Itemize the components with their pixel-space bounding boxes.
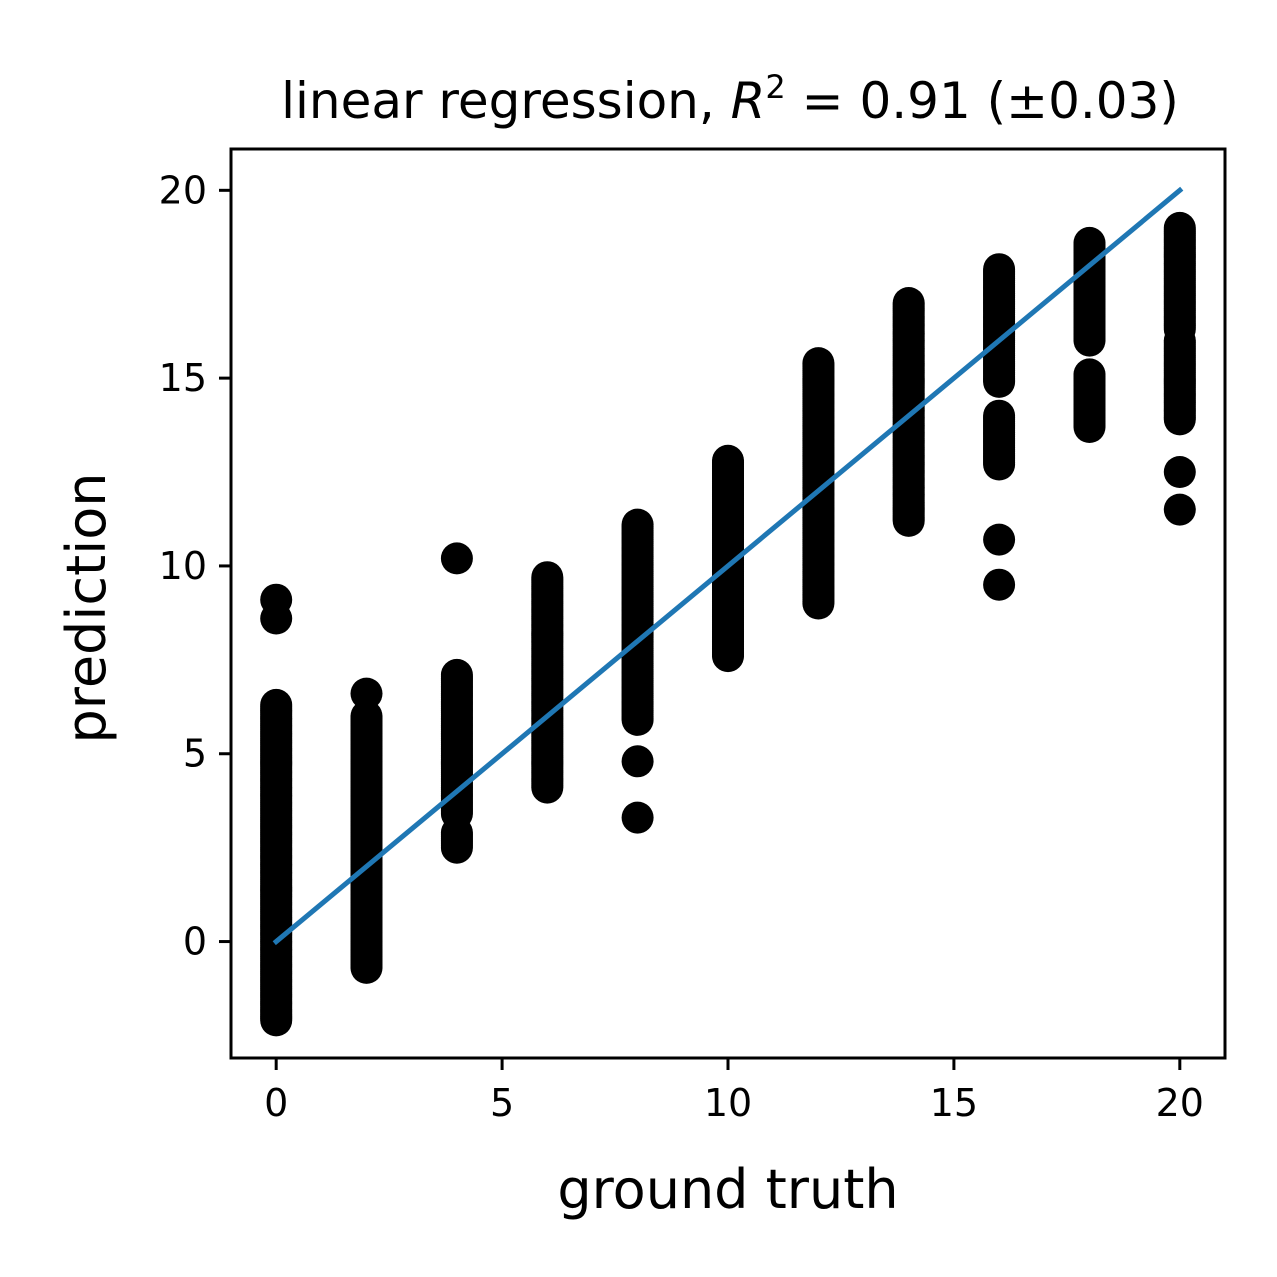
data-point <box>621 508 654 541</box>
data-point <box>1163 493 1196 526</box>
data-point <box>983 523 1016 556</box>
data-point <box>1163 211 1196 244</box>
data-point <box>350 700 383 733</box>
x-axis-ticks: 0 5 10 15 20 <box>264 1058 1204 1125</box>
data-point <box>440 542 473 575</box>
y-tick-label: 0 <box>183 920 207 964</box>
title-math-sup: 2 <box>765 68 785 106</box>
data-point <box>440 658 473 691</box>
data-point <box>260 688 293 721</box>
data-point <box>712 444 744 477</box>
y-tick-label: 10 <box>159 544 207 588</box>
data-point <box>983 399 1016 432</box>
x-tick-label: 15 <box>930 1081 978 1125</box>
x-tick-label: 20 <box>1156 1081 1204 1125</box>
chart-title: linear regression, R2 = 0.91 (±0.03) <box>281 68 1179 130</box>
y-tick-label: 15 <box>159 356 207 400</box>
data-point <box>1073 226 1106 259</box>
data-point <box>621 801 654 834</box>
y-tick-label: 20 <box>159 168 207 212</box>
x-tick-label: 0 <box>264 1081 288 1125</box>
data-point <box>983 568 1016 601</box>
title-prefix: linear regression, <box>281 72 731 130</box>
fit-line <box>272 186 1184 946</box>
x-tick-label: 10 <box>704 1081 752 1125</box>
x-axis-label: ground truth <box>557 1158 898 1221</box>
data-point <box>531 561 564 594</box>
title-math-var: R <box>731 72 766 130</box>
data-point <box>983 253 1016 286</box>
data-points <box>260 211 1196 1037</box>
data-point <box>350 677 383 710</box>
x-tick-label: 5 <box>490 1081 514 1125</box>
y-axis-ticks: 0 5 10 15 20 <box>159 168 231 964</box>
data-point <box>802 347 835 380</box>
data-point <box>892 287 925 319</box>
data-point <box>1163 456 1196 488</box>
fit-line-layer <box>272 186 1184 946</box>
y-axis-label: prediction <box>55 473 118 744</box>
title-suffix: = 0.91 (±0.03) <box>786 72 1179 130</box>
data-point <box>1073 358 1106 391</box>
data-point <box>621 745 654 778</box>
data-point <box>260 583 293 616</box>
y-tick-label: 5 <box>183 732 207 776</box>
